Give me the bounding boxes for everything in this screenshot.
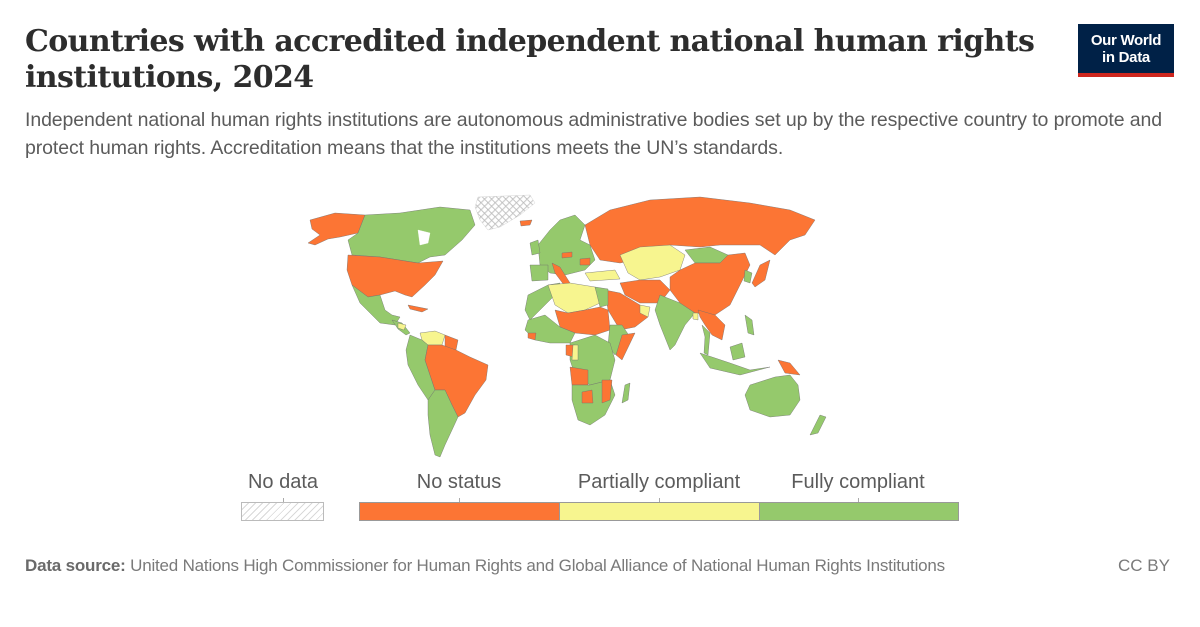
legend-label-no-status: No status xyxy=(416,471,502,493)
legend-tick xyxy=(659,498,660,505)
legend-label-fully-compliant: Fully compliant xyxy=(791,471,925,493)
logo-line-1: Our World xyxy=(1090,32,1162,49)
region-greenland xyxy=(474,194,536,231)
region-romania xyxy=(579,257,591,266)
region-madagascar xyxy=(621,382,631,404)
region-mongolia xyxy=(684,246,729,264)
license-link[interactable]: CC BY xyxy=(1118,556,1170,575)
legend-swatch-no-status[interactable] xyxy=(359,502,560,521)
legend-swatch-partially-compliant[interactable] xyxy=(559,502,760,521)
region-india xyxy=(654,294,696,351)
region-somalia xyxy=(615,332,636,361)
chart-subtitle: Independent national human rights instit… xyxy=(25,109,1163,159)
region-angola xyxy=(569,366,589,386)
region-guinea xyxy=(527,332,537,341)
region-myanmar-indochina xyxy=(697,309,726,341)
region-png xyxy=(777,359,801,376)
region-oman xyxy=(639,304,651,318)
region-philippines xyxy=(744,314,755,336)
region-australia xyxy=(744,374,801,418)
region-russia xyxy=(584,196,816,264)
legend-tick xyxy=(858,498,859,505)
data-source-text: United Nations High Commissioner for Hum… xyxy=(130,556,945,575)
region-turkey xyxy=(584,269,621,282)
region-uk xyxy=(529,239,541,256)
region-egypt xyxy=(594,286,609,308)
world-map[interactable] xyxy=(230,185,870,460)
region-southern-cone xyxy=(427,389,459,458)
region-botswana xyxy=(581,389,594,404)
region-usa xyxy=(346,254,444,298)
region-korea xyxy=(743,269,753,284)
region-alaska xyxy=(307,212,366,246)
map-legend: No data No status Partially compliant Fu… xyxy=(0,466,1200,526)
region-honduras xyxy=(397,322,407,331)
region-iran-afghanistan xyxy=(619,279,671,304)
region-bangladesh xyxy=(692,312,699,321)
region-indonesia xyxy=(699,352,771,376)
legend-label-partially-compliant: Partially compliant xyxy=(577,471,741,493)
logo-line-2: in Data xyxy=(1102,49,1150,66)
region-canada xyxy=(347,206,476,264)
legend-label-no-data: No data xyxy=(247,471,319,493)
region-borneo xyxy=(729,342,746,361)
data-source: Data source: United Nations High Commiss… xyxy=(25,554,1085,578)
region-algeria-libya xyxy=(547,282,601,314)
legend-tick xyxy=(459,498,460,505)
legend-swatch-no-data[interactable] xyxy=(241,502,324,521)
region-iceland xyxy=(519,219,533,227)
chart-title: Countries with accredited independent na… xyxy=(25,24,1035,95)
region-japan xyxy=(751,259,771,288)
region-czechia xyxy=(561,251,573,259)
region-mexico xyxy=(351,284,401,326)
data-source-label: Data source: xyxy=(25,556,126,575)
region-cuba xyxy=(407,304,429,313)
region-brazil xyxy=(424,344,489,418)
region-iberia xyxy=(529,264,549,282)
region-arabia xyxy=(604,289,649,331)
region-new-zealand xyxy=(809,414,827,436)
region-congo xyxy=(571,344,579,361)
owid-logo[interactable]: Our World in Data xyxy=(1078,24,1174,77)
legend-tick xyxy=(283,498,284,505)
region-thailand-malaysia xyxy=(701,324,711,356)
region-mozambique xyxy=(601,379,613,404)
legend-swatch-fully-compliant[interactable] xyxy=(759,502,959,521)
